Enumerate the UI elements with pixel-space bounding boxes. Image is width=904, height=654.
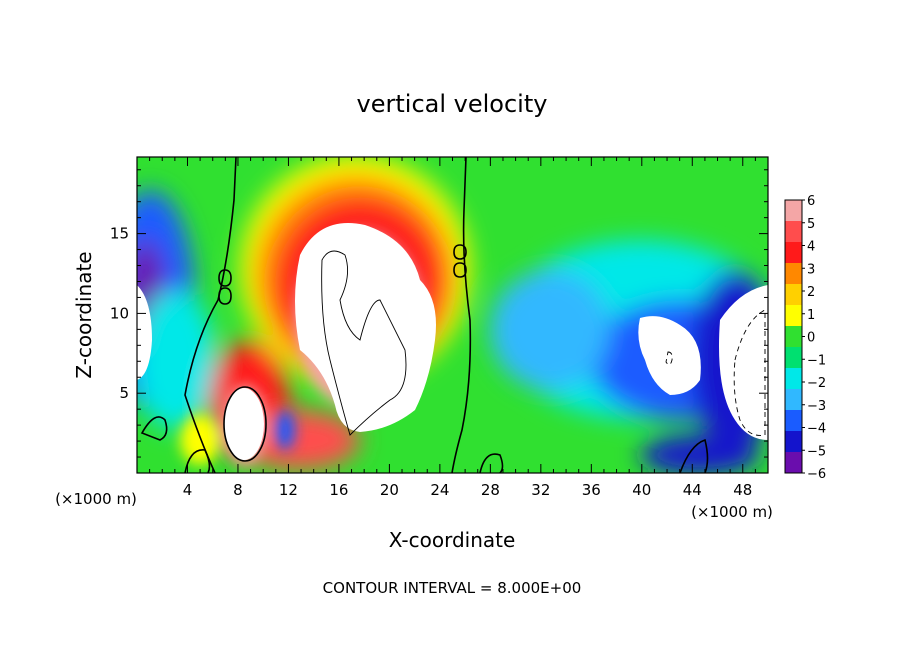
colorbar-swatch xyxy=(785,389,802,411)
colorbar-label: 6 xyxy=(807,194,815,209)
x-axis-label: X-coordinate xyxy=(389,528,516,552)
colorbar-label: 1 xyxy=(807,308,815,323)
velocity-field xyxy=(137,157,768,473)
x-tick-label: 36 xyxy=(582,481,601,499)
colorbar-swatch xyxy=(785,431,802,453)
x-tick-label: 20 xyxy=(380,481,399,499)
colorbar-label: 2 xyxy=(807,285,815,300)
colorbar-swatch xyxy=(785,263,802,285)
chart-title: vertical velocity xyxy=(357,90,548,118)
colorbar-label: −3 xyxy=(807,399,826,414)
colorbar-label: 5 xyxy=(807,217,815,232)
colorbar-label: −4 xyxy=(807,422,826,437)
colorbar-swatch xyxy=(785,284,802,306)
x-tick-label: 32 xyxy=(531,481,550,499)
x-tick-label: 12 xyxy=(279,481,298,499)
colorbar-swatch xyxy=(785,410,802,432)
x-tick-labels: 4 8 12 16 20 24 28 32 36 40 44 48 xyxy=(183,481,753,499)
colorbar-label: 4 xyxy=(807,240,815,255)
x-tick-label: 28 xyxy=(481,481,500,499)
colorbar-label: −5 xyxy=(807,444,826,459)
x-tick-label: 24 xyxy=(430,481,449,499)
colorbar-swatch xyxy=(785,305,802,327)
colorbar-label: 0 xyxy=(807,331,815,346)
x-tick-label: 40 xyxy=(632,481,651,499)
x-tick-label: 16 xyxy=(329,481,348,499)
x-units-right: (×1000 m) xyxy=(691,503,773,521)
colorbar-label: −6 xyxy=(807,467,826,482)
y-tick-label: 5 xyxy=(119,384,129,402)
colorbar-label: 3 xyxy=(807,262,815,277)
colorbar-label: −1 xyxy=(807,353,826,368)
contour-interval-text: CONTOUR INTERVAL = 8.000E+00 xyxy=(323,579,582,597)
x-units-left: (×1000 m) xyxy=(55,490,137,508)
colorbar-label: −2 xyxy=(807,376,826,391)
colorbar-swatch xyxy=(785,452,802,474)
x-tick-label: 4 xyxy=(183,481,193,499)
colorbar-swatch xyxy=(785,221,802,243)
y-tick-label: 10 xyxy=(110,304,129,322)
colorbar-swatch xyxy=(785,368,802,390)
colorbar-swatch xyxy=(785,347,802,369)
colorbar: 6 5 4 3 2 1 0 −1 −2 −3 −4 −5 −6 xyxy=(784,194,826,482)
x-tick-label: 44 xyxy=(683,481,702,499)
x-tick-label: 48 xyxy=(733,481,752,499)
y-axis-label: Z-coordinate xyxy=(72,251,96,378)
x-tick-label: 8 xyxy=(233,481,243,499)
colorbar-swatch xyxy=(785,242,802,264)
y-tick-label: 15 xyxy=(110,225,129,243)
colorbar-swatch xyxy=(785,326,802,348)
y-tick-labels: 5 10 15 xyxy=(110,225,129,403)
colorbar-swatch xyxy=(785,200,802,222)
